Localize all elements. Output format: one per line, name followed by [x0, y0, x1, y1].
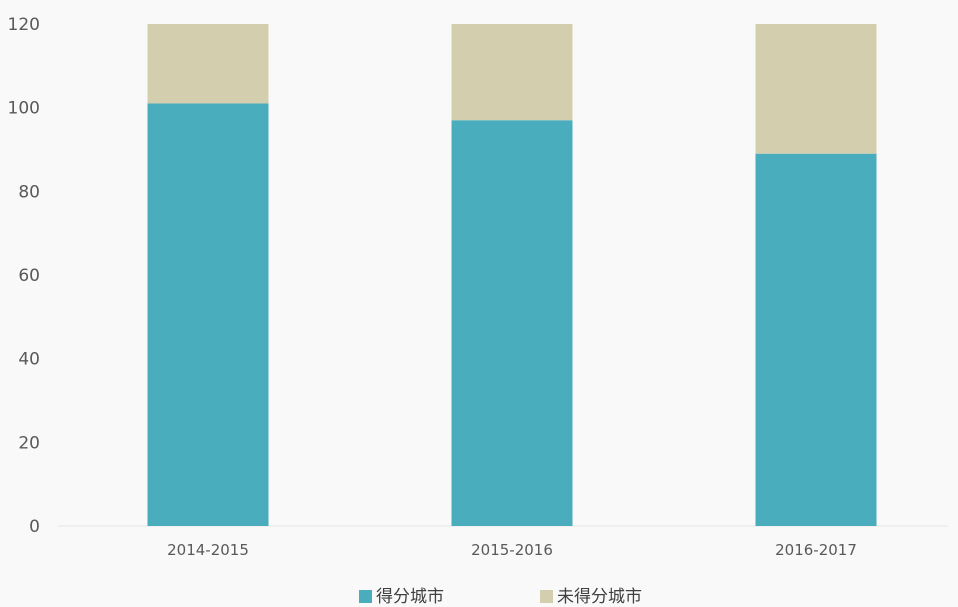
y-axis-ticks: 0 20 40 60 80 100 120	[8, 15, 40, 537]
y-tick-label-1: 20	[18, 433, 40, 453]
legend-item-0: 得分城市	[359, 587, 444, 607]
bar-scored-2	[755, 153, 877, 526]
legend: 得分城市 未得分城市	[359, 587, 642, 607]
y-tick-label-4: 80	[18, 182, 40, 202]
y-tick-label-6: 120	[8, 15, 40, 35]
bars	[147, 24, 877, 526]
y-tick-label-3: 60	[18, 266, 40, 286]
bar-scored-0	[147, 103, 269, 526]
bar-unscored-1	[451, 24, 573, 121]
bar-scored-1	[451, 120, 573, 526]
bar-unscored-2	[755, 24, 877, 154]
y-tick-label-5: 100	[8, 99, 40, 119]
bar-unscored-0	[147, 24, 269, 104]
legend-label-0: 得分城市	[376, 587, 444, 607]
x-tick-label-0: 2014-2015	[167, 541, 249, 559]
y-tick-label-2: 40	[18, 350, 40, 370]
x-tick-label-1: 2015-2016	[471, 541, 553, 559]
legend-item-1: 未得分城市	[540, 587, 642, 607]
y-tick-label-0: 0	[29, 517, 40, 537]
x-axis-ticks: 2014-2015 2015-2016 2016-2017	[167, 541, 857, 559]
legend-swatch-1	[540, 590, 553, 603]
x-tick-label-2: 2016-2017	[775, 541, 857, 559]
legend-swatch-0	[359, 590, 372, 603]
legend-label-1: 未得分城市	[557, 587, 642, 607]
